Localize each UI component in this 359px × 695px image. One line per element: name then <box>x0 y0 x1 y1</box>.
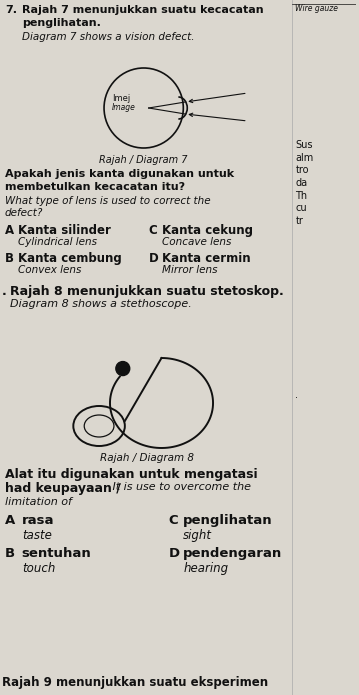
Text: hearing: hearing <box>183 562 228 575</box>
Text: Cylindrical lens: Cylindrical lens <box>18 237 97 247</box>
Text: Kanta silinder: Kanta silinder <box>18 224 111 237</box>
Text: Concave lens: Concave lens <box>162 237 231 247</box>
Text: Diagram 7 shows a vision defect.: Diagram 7 shows a vision defect. <box>22 32 194 42</box>
Text: C: C <box>149 224 157 237</box>
Text: pendengaran: pendengaran <box>183 547 283 560</box>
Text: Kanta cekung: Kanta cekung <box>162 224 252 237</box>
Text: 7.: 7. <box>5 5 17 15</box>
Text: .: . <box>295 390 298 400</box>
Text: cu: cu <box>295 203 307 213</box>
Text: had keupayaan /: had keupayaan / <box>5 482 121 495</box>
Text: B: B <box>5 547 15 560</box>
Text: Sus: Sus <box>295 140 313 150</box>
Text: penglihatan.: penglihatan. <box>22 18 101 28</box>
Text: B: B <box>5 252 14 265</box>
Text: D: D <box>149 252 158 265</box>
Text: A: A <box>5 514 15 527</box>
Text: Rajah 9 menunjukkan suatu eksperimen: Rajah 9 menunjukkan suatu eksperimen <box>2 676 268 689</box>
Text: Rajah 8 menunjukkan suatu stetoskop.: Rajah 8 menunjukkan suatu stetoskop. <box>10 285 284 298</box>
Text: What type of lens is used to correct the: What type of lens is used to correct the <box>5 196 211 206</box>
Text: Rajah / Diagram 7: Rajah / Diagram 7 <box>99 155 188 165</box>
Text: Imej: Imej <box>112 94 130 103</box>
Text: rasa: rasa <box>22 514 54 527</box>
Text: touch: touch <box>22 562 55 575</box>
Text: Kanta cembung: Kanta cembung <box>18 252 122 265</box>
Text: da: da <box>295 178 307 188</box>
Text: D: D <box>168 547 180 560</box>
Text: membetulkan kecacatan itu?: membetulkan kecacatan itu? <box>5 182 185 192</box>
Text: Rajah / Diagram 8: Rajah / Diagram 8 <box>100 453 194 463</box>
Text: It is use to overcome the: It is use to overcome the <box>109 482 251 492</box>
Text: Alat itu digunakan untuk mengatasi: Alat itu digunakan untuk mengatasi <box>5 468 257 481</box>
Text: taste: taste <box>22 529 52 542</box>
Text: C: C <box>168 514 178 527</box>
Text: A: A <box>5 224 14 237</box>
Text: Th: Th <box>295 191 307 201</box>
Text: .: . <box>2 285 7 298</box>
Text: Mirror lens: Mirror lens <box>162 265 217 275</box>
Text: Convex lens: Convex lens <box>18 265 81 275</box>
Text: sight: sight <box>183 529 212 542</box>
Text: limitation of: limitation of <box>5 497 72 507</box>
Text: Apakah jenis kanta digunakan untuk: Apakah jenis kanta digunakan untuk <box>5 169 234 179</box>
Text: penglihatan: penglihatan <box>183 514 273 527</box>
Text: alm: alm <box>295 153 313 163</box>
Text: Wire gauze: Wire gauze <box>295 4 338 13</box>
Text: Kanta cermin: Kanta cermin <box>162 252 250 265</box>
Text: defect?: defect? <box>5 208 43 218</box>
Circle shape <box>116 361 130 375</box>
Text: tr: tr <box>295 216 303 226</box>
Text: tro: tro <box>295 165 309 175</box>
Text: sentuhan: sentuhan <box>22 547 92 560</box>
Text: Image: Image <box>112 103 136 112</box>
Text: Rajah 7 menunjukkan suatu kecacatan: Rajah 7 menunjukkan suatu kecacatan <box>22 5 264 15</box>
Text: Diagram 8 shows a stethoscope.: Diagram 8 shows a stethoscope. <box>10 299 192 309</box>
